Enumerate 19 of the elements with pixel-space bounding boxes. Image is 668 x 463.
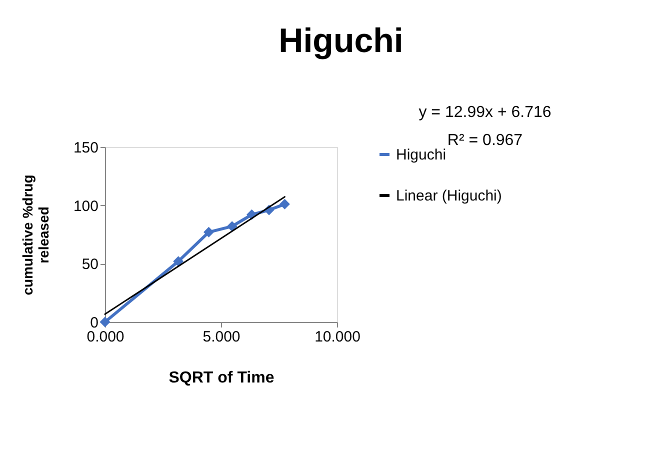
point — [204, 226, 214, 238]
point — [226, 221, 238, 232]
y-tick-label: 100 — [73, 198, 98, 215]
y-tick-label: 50 — [82, 256, 98, 274]
y-axis-title: cumulative %drug released — [19, 174, 52, 296]
text: y = 12.99x + 6.716 — [418, 104, 552, 121]
y-tick-label: 150 — [73, 140, 98, 156]
x-tick-label: 0.000 — [86, 328, 124, 346]
legend-label: Higuchi — [396, 146, 446, 164]
x-tick-label: 10.000 — [314, 328, 360, 346]
legend-label: Linear (Higuchi) — [396, 188, 502, 204]
y-tick-label: 0 — [90, 314, 98, 332]
chart-title: Higuchi — [278, 22, 404, 60]
point — [173, 256, 184, 267]
point — [100, 316, 110, 328]
x-axis-title: SQRT of Time — [168, 370, 274, 386]
text: R² = 0.967 — [447, 132, 523, 149]
point — [279, 198, 290, 210]
x-tick-label: 5.000 — [202, 328, 240, 346]
